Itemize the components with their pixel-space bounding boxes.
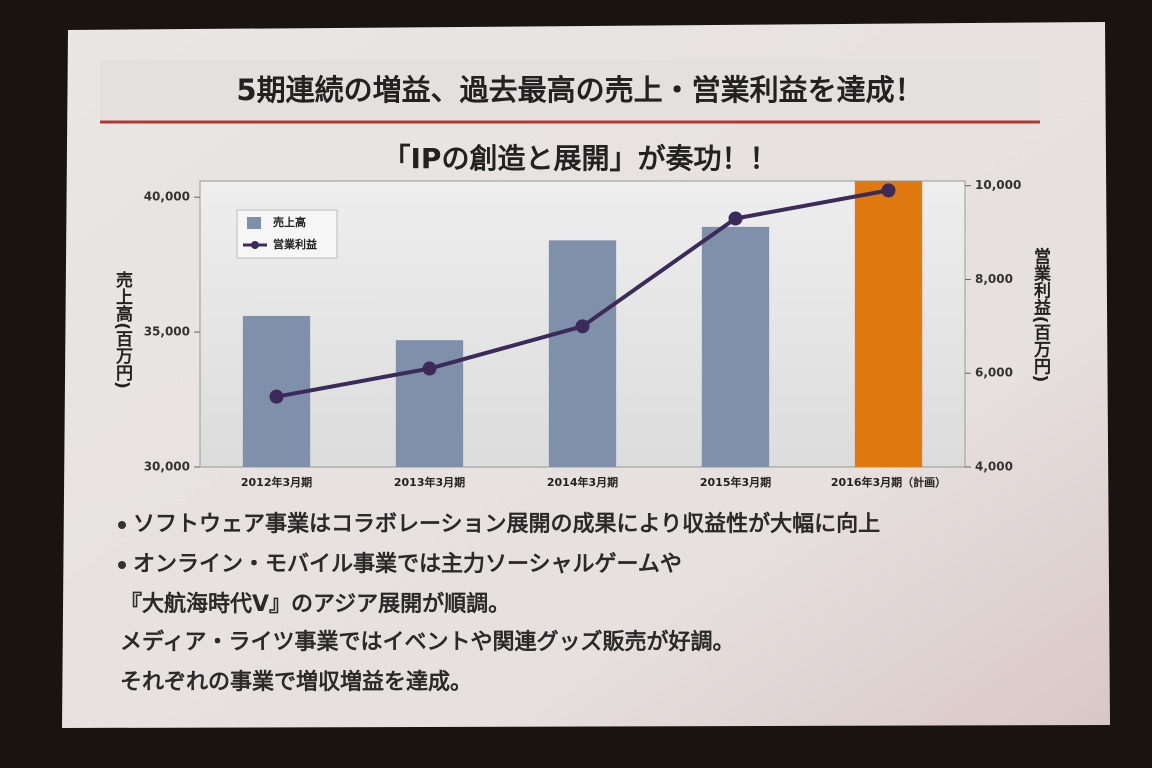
- bullet-text: 『大航海時代Ⅴ』のアジア展開が順調。: [120, 591, 510, 617]
- y2-tick-label: 8,000: [975, 272, 1013, 286]
- y2-tick-label: 4,000: [975, 460, 1013, 474]
- legend-swatch: [251, 241, 259, 249]
- bar: [548, 240, 617, 467]
- legend-label: 売上高: [273, 215, 306, 229]
- bullet-dot: [118, 521, 126, 529]
- bar: [395, 340, 464, 467]
- bullet-text: それぞれの事業で増収増益を達成。: [120, 669, 472, 695]
- y2-tick-label: 10,000: [975, 178, 1021, 192]
- y2-axis-label: 営業利益(百万円): [1030, 247, 1052, 383]
- line-marker: [728, 211, 743, 226]
- bullet-text: オンライン・モバイル事業では主力ソーシャルゲームや: [133, 551, 682, 577]
- bullet-list: [118, 521, 126, 569]
- bullet-dot: [118, 561, 126, 569]
- bar: [854, 181, 923, 467]
- y-tick-label: 35,000: [144, 325, 190, 339]
- legend-swatch: [247, 217, 261, 229]
- legend-label: 営業利益: [273, 237, 317, 251]
- x-tick-label: 2012年3月期: [241, 475, 312, 489]
- line-marker: [575, 319, 590, 334]
- bullet-text: ソフトウェア事業はコラボレーション展開の成果により収益性が大幅に向上: [133, 511, 880, 537]
- bar: [701, 226, 770, 467]
- title-band: [100, 60, 1040, 120]
- slide-title: 5期連続の増益、過去最高の売上・営業利益を達成！: [236, 73, 923, 107]
- x-tick-label: 2014年3月期: [547, 475, 618, 489]
- line-marker: [422, 361, 437, 376]
- y-tick-label: 40,000: [144, 190, 190, 204]
- line-marker: [881, 183, 896, 198]
- y2-tick-label: 6,000: [975, 366, 1013, 380]
- x-tick-label: 2015年3月期: [700, 475, 771, 489]
- line-marker: [269, 389, 284, 404]
- y-tick-label: 30,000: [144, 460, 190, 474]
- x-tick-label: 2013年3月期: [394, 475, 465, 489]
- x-tick-label: 2016年3月期（計画）: [831, 475, 946, 489]
- bullet-text: メディア・ライツ事業ではイベントや関連グッズ販売が好調。: [120, 629, 734, 655]
- y-axis-label: 売上高(百万円): [112, 270, 134, 389]
- chart-title: 「IPの創造と展開」が奏功！！: [383, 142, 778, 175]
